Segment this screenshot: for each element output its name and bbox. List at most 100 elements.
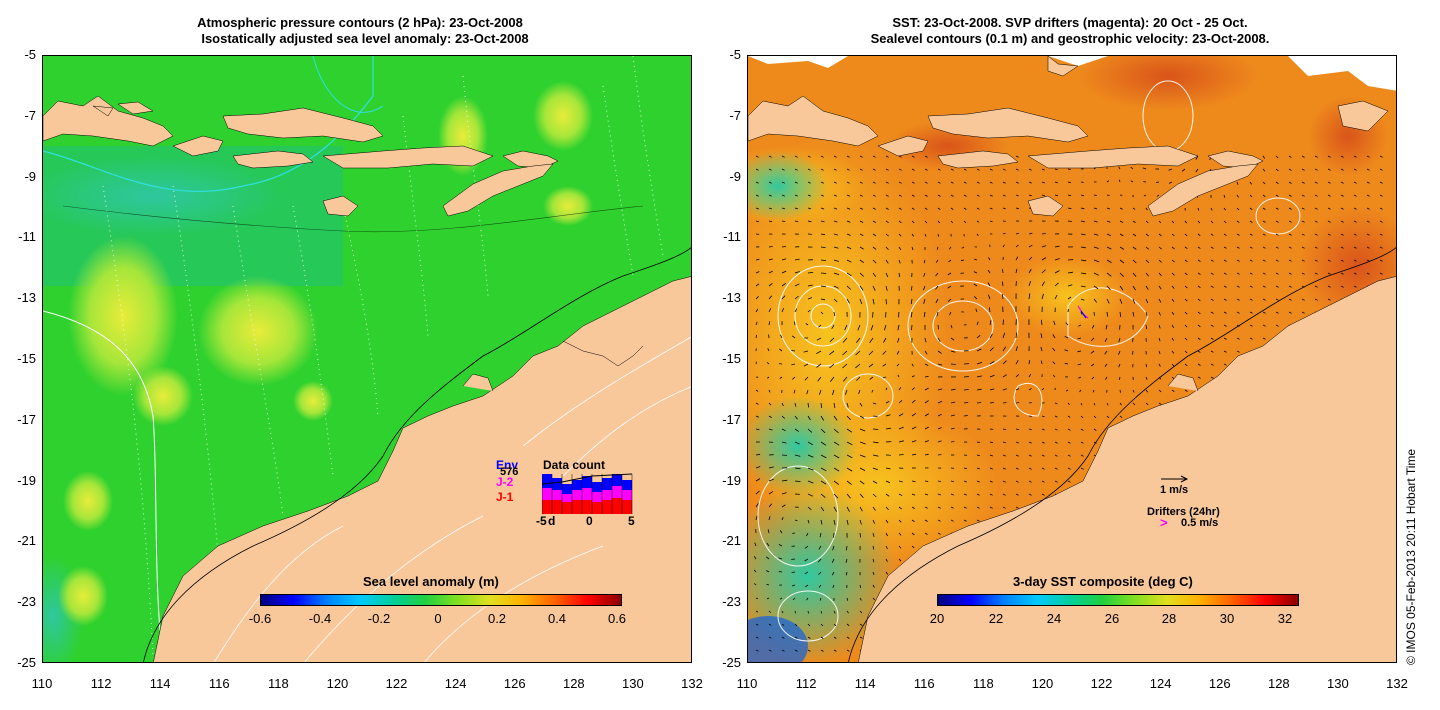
velocity-vector xyxy=(794,207,799,210)
velocity-vector xyxy=(898,545,902,549)
velocity-vector xyxy=(1353,181,1357,184)
velocity-vector xyxy=(1353,272,1357,275)
velocity-vector xyxy=(1171,363,1175,367)
velocity-vector xyxy=(1015,402,1020,404)
velocity-vector xyxy=(924,532,928,535)
velocity-vector xyxy=(1064,362,1069,365)
right-cb-tick: 32 xyxy=(1277,611,1293,626)
velocity-vector xyxy=(1132,246,1137,250)
velocity-vector xyxy=(820,402,823,408)
velocity-vector xyxy=(1379,194,1383,197)
velocity-vector xyxy=(794,636,798,639)
left-map-panel[interactable] xyxy=(42,55,692,663)
velocity-vector xyxy=(1118,337,1121,343)
velocity-vector xyxy=(976,441,981,443)
velocity-vector xyxy=(989,333,993,339)
velocity-vector xyxy=(1067,308,1069,313)
left-x-tick-label: 128 xyxy=(562,676,585,691)
velocity-vector xyxy=(1052,374,1056,378)
velocity-vector xyxy=(1366,168,1370,171)
velocity-vector xyxy=(781,181,785,184)
velocity-vector xyxy=(1015,441,1019,444)
velocity-vector xyxy=(1106,402,1109,406)
velocity-vector xyxy=(924,194,928,197)
velocity-vector xyxy=(792,376,796,380)
velocity-vector xyxy=(1288,259,1292,262)
velocity-vector xyxy=(791,558,796,560)
velocity-vector xyxy=(1041,428,1045,431)
velocity-vector xyxy=(833,623,837,627)
velocity-vector xyxy=(976,207,980,210)
velocity-vector xyxy=(1275,246,1279,249)
velocity-vector xyxy=(1210,272,1214,275)
velocity-vector xyxy=(1379,168,1383,171)
velocity-vector xyxy=(937,324,939,330)
velocity-vector xyxy=(950,181,954,184)
velocity-vector xyxy=(820,233,826,236)
velocity-vector xyxy=(794,181,798,184)
velocity-vector xyxy=(1077,350,1082,353)
velocity-vector xyxy=(1078,376,1082,379)
velocity-vector xyxy=(898,181,902,184)
velocity-vector xyxy=(1015,467,1019,470)
velocity-vector xyxy=(1236,194,1239,198)
velocity-vector xyxy=(989,388,995,391)
velocity-vector xyxy=(1210,285,1214,288)
velocity-vector xyxy=(804,558,809,562)
velocity-vector xyxy=(1262,272,1266,275)
velocity-vector xyxy=(1327,194,1331,197)
velocity-vector xyxy=(781,168,785,171)
right-title-line1: SST: 23-Oct-2008. SVP drifters (magenta)… xyxy=(892,15,1248,30)
velocity-vector xyxy=(885,259,889,264)
velocity-vector xyxy=(794,454,801,457)
velocity-vector xyxy=(1327,259,1331,262)
velocity-vector xyxy=(885,155,889,158)
velocity-vector xyxy=(896,363,900,367)
velocity-vector xyxy=(846,467,853,472)
velocity-vector xyxy=(1171,324,1175,329)
velocity-vector xyxy=(1093,246,1099,249)
velocity-vector xyxy=(935,272,939,277)
velocity-vector xyxy=(1132,298,1136,304)
velocity-vector xyxy=(1340,168,1344,171)
velocity-vector xyxy=(1132,285,1136,291)
velocity-vector xyxy=(817,558,822,563)
right-map-panel[interactable] xyxy=(747,55,1397,663)
velocity-vector xyxy=(1314,181,1318,184)
velocity-vector xyxy=(1340,220,1344,223)
velocity-vector xyxy=(1184,272,1188,276)
velocity-vector xyxy=(820,194,824,197)
velocity-vector xyxy=(859,597,862,601)
left-y-tick-label: -13 xyxy=(17,290,36,306)
velocity-vector xyxy=(859,285,864,291)
left-x-tick-label: 110 xyxy=(31,676,53,691)
velocity-vector xyxy=(924,400,929,404)
velocity-vector xyxy=(768,516,771,521)
velocity-vector xyxy=(755,321,758,326)
velocity-vector xyxy=(807,493,813,497)
velocity-vector xyxy=(937,363,943,366)
velocity-vector xyxy=(924,413,930,417)
velocity-vector xyxy=(1041,467,1045,470)
velocity-vector xyxy=(1119,246,1125,250)
velocity-vector xyxy=(924,155,928,158)
velocity-vector xyxy=(924,168,928,171)
velocity-vector xyxy=(755,334,757,339)
velocity-vector xyxy=(898,387,902,391)
velocity-vector xyxy=(1001,281,1004,287)
velocity-vector xyxy=(1262,233,1266,236)
velocity-vector xyxy=(820,467,827,472)
velocity-vector xyxy=(768,220,773,222)
velocity-vector xyxy=(781,610,784,614)
velocity-vector xyxy=(950,220,953,224)
velocity-vector xyxy=(1015,168,1019,171)
velocity-vector xyxy=(766,583,770,586)
left-y-tick-label: -19 xyxy=(17,472,36,488)
velocity-vector xyxy=(781,649,785,652)
velocity-vector xyxy=(872,571,875,576)
velocity-vector xyxy=(1210,220,1214,224)
velocity-vector xyxy=(923,259,926,264)
velocity-vector xyxy=(831,324,835,330)
velocity-vector xyxy=(794,220,799,222)
velocity-vector xyxy=(1275,259,1279,262)
